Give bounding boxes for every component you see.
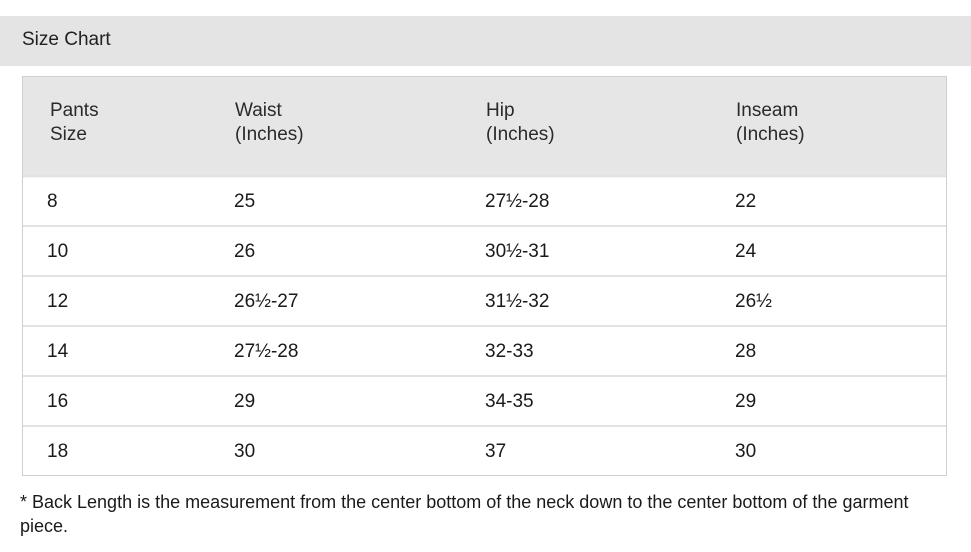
cell-waist: 29	[234, 391, 256, 412]
table-row: 14 27½-28 32-33 28	[23, 325, 946, 375]
cell-pants-size: 16	[47, 391, 69, 412]
cell-inseam: 22	[735, 191, 757, 212]
table-row: 16 29 34-35 29	[23, 375, 946, 425]
cell-hip: 34-35	[485, 391, 534, 412]
cell-waist: 25	[234, 191, 256, 212]
table-row: 10 26 30½-31 24	[23, 225, 946, 275]
cell-hip: 37	[485, 441, 507, 462]
table-row: 18 30 37 30	[23, 425, 946, 475]
cell-inseam: 28	[735, 341, 757, 362]
page-title: Size Chart	[22, 29, 111, 50]
table-row: 8 25 27½-28 22	[23, 175, 946, 225]
cell-hip: 31½-32	[485, 291, 550, 312]
cell-waist: 30	[234, 441, 256, 462]
cell-pants-size: 18	[47, 441, 69, 462]
cell-waist: 26½-27	[234, 291, 299, 312]
cell-inseam: 26½	[735, 291, 772, 312]
cell-waist: 26	[234, 241, 256, 262]
cell-pants-size: 10	[47, 241, 69, 262]
cell-inseam: 30	[735, 441, 757, 462]
cell-inseam: 24	[735, 241, 757, 262]
cell-pants-size: 8	[47, 191, 58, 212]
size-chart-table: Pants Size Waist (Inches) Hip (Inches) I…	[22, 76, 947, 476]
cell-pants-size: 14	[47, 341, 69, 362]
title-bar: Size Chart	[0, 16, 971, 66]
column-header-waist: Waist (Inches)	[235, 100, 304, 145]
cell-inseam: 29	[735, 391, 757, 412]
column-header-pants-size: Pants Size	[50, 100, 99, 145]
cell-pants-size: 12	[47, 291, 69, 312]
cell-hip: 32-33	[485, 341, 534, 362]
table-row: 12 26½-27 31½-32 26½	[23, 275, 946, 325]
cell-waist: 27½-28	[234, 341, 299, 362]
table-header-row: Pants Size Waist (Inches) Hip (Inches) I…	[23, 77, 946, 178]
column-header-hip: Hip (Inches)	[486, 100, 555, 145]
footnote: * Back Length is the measurement from th…	[20, 492, 909, 536]
cell-hip: 27½-28	[485, 191, 550, 212]
cell-hip: 30½-31	[485, 241, 550, 262]
column-header-inseam: Inseam (Inches)	[736, 100, 805, 145]
